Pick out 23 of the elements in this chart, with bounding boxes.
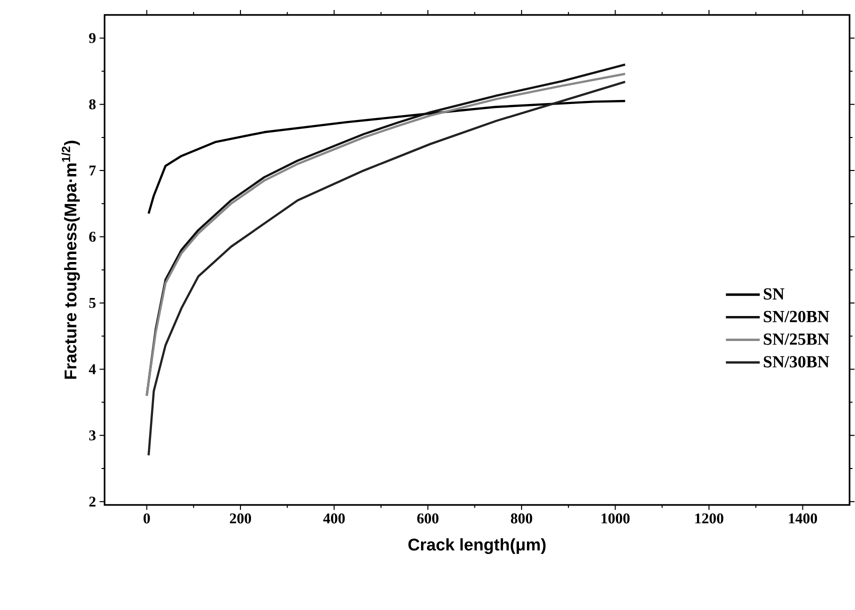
y-tick-label: 8 (89, 100, 96, 110)
legend-label: SN (764, 288, 784, 300)
y-tick-label: 6 (89, 232, 96, 242)
legend-label: SN/20BN (764, 311, 830, 322)
y-axis-title: Fracture toughness(Mpa·m$^{1/2}$) (62, 141, 80, 380)
x-tick-label: 200 (230, 514, 252, 524)
legend-label: SN/25BN (764, 334, 830, 346)
x-tick-label: 800 (510, 514, 532, 524)
x-axis-title: Crack length(μm) (408, 538, 546, 554)
y-tick-label: 7 (90, 166, 96, 176)
line-series (148, 100, 626, 215)
x-tick-label: 0 (144, 514, 150, 524)
x-tick-label: 600 (417, 514, 438, 524)
legend-label: SN/30BN (764, 356, 830, 368)
x-tick-label: 1000 (602, 514, 630, 524)
y-tick-label: 2 (89, 496, 96, 507)
y-tick-label: 4 (88, 364, 96, 374)
y-tick-label: 5 (89, 298, 96, 308)
x-tick-label: 400 (323, 514, 345, 524)
x-tick-label: 1200 (695, 514, 724, 524)
x-tick-label: 1400 (789, 514, 818, 524)
y-tick-label: 9 (89, 33, 96, 44)
y-tick-label: 3 (89, 430, 96, 441)
